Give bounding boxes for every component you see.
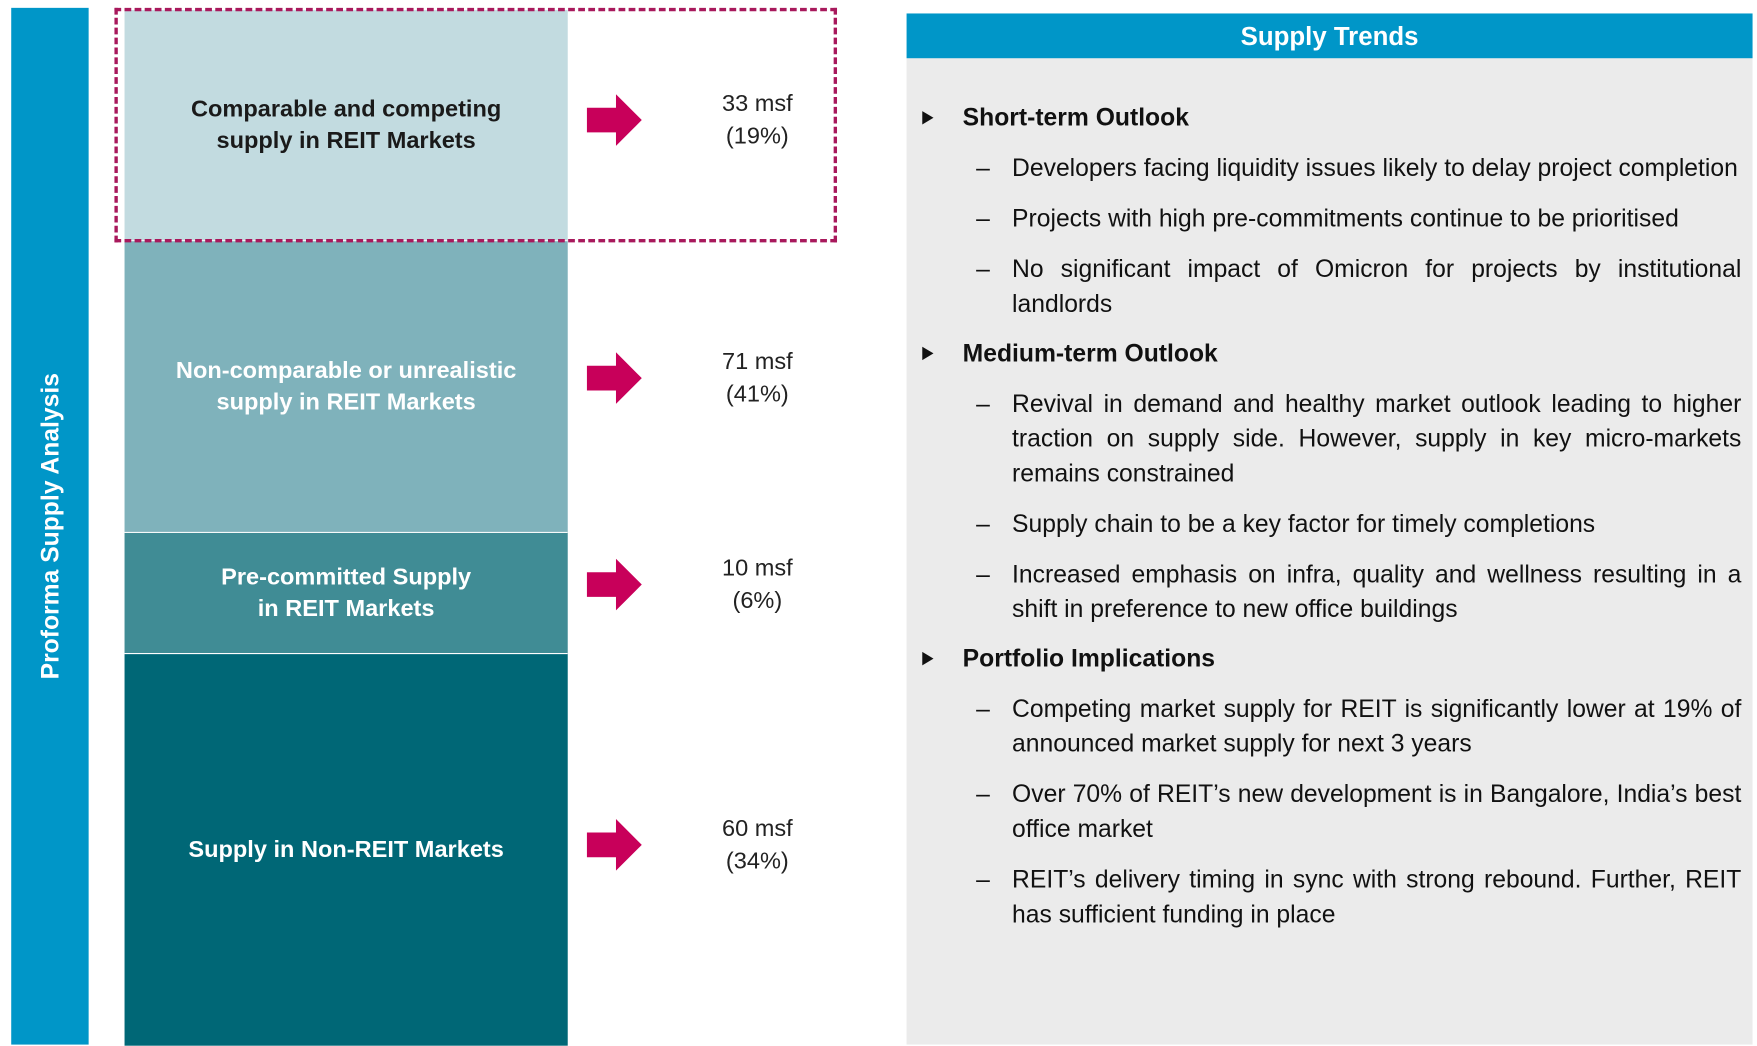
heading-text: Medium-term Outlook xyxy=(962,338,1218,367)
dash: – xyxy=(976,559,990,588)
bullet-item: – Revival in demand and healthy market ou… xyxy=(976,386,1742,490)
dash: – xyxy=(976,204,990,233)
bullet-item: – Projects with high pre-commitments cont… xyxy=(976,201,1741,236)
bullet-item: – Supply chain to be a key factor for tim… xyxy=(976,506,1741,541)
box-label: supply in REIT Markets xyxy=(216,389,476,416)
value-share: (6%) xyxy=(732,587,783,614)
dash: – xyxy=(976,254,990,283)
item-text: Over 70% of REIT’s new development is in… xyxy=(1012,779,1742,843)
box-label: Supply in Non-REIT Markets xyxy=(188,836,504,863)
box-label: Comparable and competing xyxy=(190,95,502,122)
value-msf: 33 msf xyxy=(721,90,793,117)
supply-value: 33 msf (19%) xyxy=(673,87,841,152)
arrow xyxy=(586,558,642,611)
arrow-shape xyxy=(586,818,642,871)
value-msf: 71 msf xyxy=(721,348,793,375)
box-label: supply in REIT Markets xyxy=(216,127,476,154)
arrow-shape xyxy=(586,558,642,611)
side-bar: Proforma Supply Analysis xyxy=(11,7,89,1045)
bullet-item: – Increased emphasis on infra, quality an… xyxy=(976,557,1742,627)
item-text: No significant impact of Omicron for pro… xyxy=(1012,254,1742,318)
dash: – xyxy=(976,153,990,182)
value-share: (41%) xyxy=(725,381,789,408)
value-msf: 10 msf xyxy=(721,555,793,582)
box-label: in REIT Markets xyxy=(257,595,435,622)
box-label: Non-comparable or unrealistic xyxy=(175,357,517,384)
section-heading: Medium-term Outlook xyxy=(922,337,1742,371)
bullet-item: – REIT’s delivery timing in sync with str… xyxy=(976,862,1742,932)
item-text: REIT’s delivery timing in sync with stro… xyxy=(1012,865,1742,928)
item-text: Competing market supply for REIT is sign… xyxy=(1012,694,1742,758)
section-heading: Short-term Outlook xyxy=(922,101,1742,135)
item-text: Developers facing liquidity issues likel… xyxy=(1012,153,1738,182)
supply-value: 60 msf (34%) xyxy=(673,812,841,877)
bullet xyxy=(922,346,934,361)
side-label: Proforma Supply Analysis xyxy=(35,373,64,680)
value-msf: 60 msf xyxy=(721,815,793,841)
item-text: Supply chain to be a key factor for time… xyxy=(1012,509,1596,538)
dash: – xyxy=(976,389,990,418)
item-text: Revival in demand and healthy market out… xyxy=(1012,389,1742,487)
arrow-shape xyxy=(586,352,642,404)
bullet-item: – Competing market supply for REIT is sig… xyxy=(976,691,1742,761)
supply-box: Non-comparable or unrealistic supply in R… xyxy=(124,240,568,533)
bullet xyxy=(922,651,934,666)
heading-text: Portfolio Implications xyxy=(962,644,1216,673)
bullet-item: – Over 70% of REIT’s new development is i… xyxy=(976,776,1742,846)
panel-title: Supply Trends xyxy=(1240,20,1419,50)
value-share: (34%) xyxy=(725,847,789,874)
section-heading: Portfolio Implications xyxy=(922,642,1742,676)
arrow xyxy=(586,93,642,146)
supply-value: 10 msf (6%) xyxy=(673,552,841,617)
arrow-shape xyxy=(586,93,642,146)
dash: – xyxy=(976,865,990,894)
heading-text: Short-term Outlook xyxy=(962,103,1189,132)
panel-body: Short-term Outlook – Developers facing liq… xyxy=(906,58,1753,1045)
dash: – xyxy=(976,509,990,538)
arrow xyxy=(586,818,642,871)
dash: – xyxy=(976,779,990,808)
bullet-item: – Developers facing liquidity issues like… xyxy=(976,150,1741,185)
dash: – xyxy=(976,694,990,723)
bullet xyxy=(922,111,934,125)
bullet-item: – No significant impact of Omicron for pr… xyxy=(976,251,1742,321)
value-share: (19%) xyxy=(725,122,789,149)
panel-header: Supply Trends xyxy=(906,13,1753,59)
supply-box: Comparable and competing supply in REIT M… xyxy=(124,10,568,241)
item-text: Increased emphasis on infra, quality and… xyxy=(1012,559,1742,623)
supply-box: Supply in Non-REIT Markets xyxy=(124,653,568,1046)
arrow xyxy=(586,352,642,404)
item-text: Projects with high pre-commitments conti… xyxy=(1012,204,1679,233)
box-label: Pre-committed Supply xyxy=(221,564,472,591)
supply-box: Pre-committed Supply in REIT Markets xyxy=(124,531,568,655)
highlight-frame xyxy=(114,7,838,243)
supply-value: 71 msf (41%) xyxy=(673,346,841,411)
